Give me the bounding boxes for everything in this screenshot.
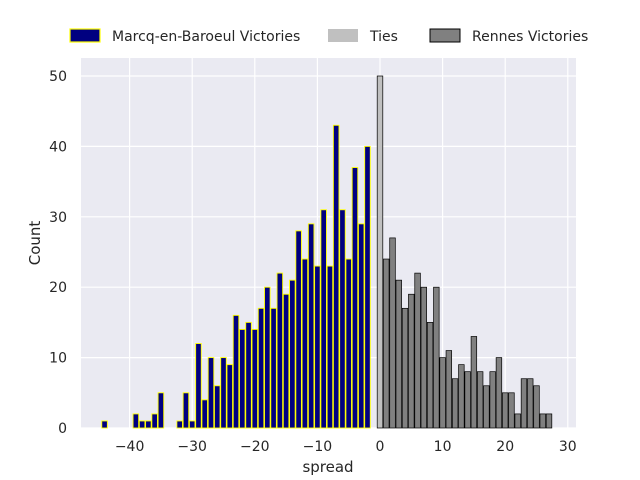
x-axis-label: spread <box>302 458 353 476</box>
bar-rennes-victories <box>470 336 478 429</box>
bar-marcq-en-baroeul-victories <box>301 258 309 429</box>
legend-swatch-marcq <box>69 28 101 43</box>
bar-rennes-victories <box>527 378 534 429</box>
x-tick-label: −20 <box>240 439 270 455</box>
bar-rennes-victories <box>477 371 484 429</box>
legend: Marcq-en-Baroeul Victories Ties Rennes V… <box>69 28 588 45</box>
bars-group <box>101 75 553 429</box>
y-tick-label: 40 <box>49 139 67 155</box>
bar-rennes-victories <box>520 378 528 429</box>
bar-marcq-en-baroeul-victories <box>345 258 352 429</box>
bar-marcq-en-baroeul-victories <box>232 314 240 429</box>
legend-swatch-rennes <box>429 28 461 43</box>
y-tick-label: 30 <box>49 210 67 226</box>
x-tick-label: −10 <box>303 439 333 455</box>
bar-marcq-en-baroeul-victories <box>188 420 196 429</box>
bar-marcq-en-baroeul-victories <box>314 265 321 429</box>
legend-label-ties: Ties <box>369 29 398 45</box>
bar-marcq-en-baroeul-victories <box>320 209 327 429</box>
bar-marcq-en-baroeul-victories <box>270 307 277 429</box>
bar-rennes-victories <box>408 293 415 429</box>
bar-marcq-en-baroeul-victories <box>213 385 221 429</box>
bar-marcq-en-baroeul-victories <box>307 223 315 429</box>
bar-marcq-en-baroeul-victories <box>351 167 359 429</box>
bar-marcq-en-baroeul-victories <box>245 321 252 429</box>
bar-marcq-en-baroeul-victories <box>145 420 152 429</box>
bar-marcq-en-baroeul-victories <box>332 124 340 429</box>
bar-marcq-en-baroeul-victories <box>289 279 296 429</box>
bar-marcq-en-baroeul-victories <box>295 230 302 429</box>
bar-rennes-victories <box>439 357 446 429</box>
x-tick-label: −40 <box>115 439 145 455</box>
legend-swatch-ties <box>328 29 358 42</box>
y-tick-labels: 0 10 20 30 40 50 <box>49 69 67 437</box>
bar-rennes-victories <box>426 322 434 429</box>
bar-rennes-victories <box>451 378 459 429</box>
bar-marcq-en-baroeul-victories <box>326 265 334 429</box>
bar-marcq-en-baroeul-victories <box>101 420 108 429</box>
bar-marcq-en-baroeul-victories <box>239 328 246 429</box>
bar-marcq-en-baroeul-victories <box>226 364 234 429</box>
bar-marcq-en-baroeul-victories <box>157 392 165 429</box>
bar-marcq-en-baroeul-victories <box>276 272 284 429</box>
bar-ties <box>376 75 384 429</box>
bar-rennes-victories <box>489 371 496 429</box>
y-tick-label: 20 <box>49 280 67 296</box>
bar-rennes-victories <box>495 357 503 429</box>
legend-label-marcq: Marcq-en-Baroeul Victories <box>112 29 300 45</box>
bar-rennes-victories <box>389 237 396 429</box>
bar-marcq-en-baroeul-victories <box>251 328 259 429</box>
bar-rennes-victories <box>395 279 402 429</box>
y-axis-label: Count <box>26 221 44 266</box>
bar-rennes-victories <box>514 413 521 429</box>
bar-marcq-en-baroeul-victories <box>132 413 140 429</box>
y-tick-label: 10 <box>49 351 67 367</box>
bar-rennes-victories <box>539 413 546 429</box>
x-tick-label: 20 <box>496 439 514 455</box>
bar-rennes-victories <box>533 385 540 429</box>
bar-rennes-victories <box>401 307 409 429</box>
x-tick-label: 30 <box>559 439 577 455</box>
bar-rennes-victories <box>502 392 509 429</box>
y-tick-label: 0 <box>58 421 67 437</box>
bar-rennes-victories <box>508 392 515 429</box>
bar-rennes-victories <box>483 385 490 429</box>
bar-rennes-victories <box>414 272 421 429</box>
bar-marcq-en-baroeul-victories <box>357 223 365 429</box>
x-tick-label: −30 <box>177 439 207 455</box>
bar-marcq-en-baroeul-victories <box>138 420 146 429</box>
bar-rennes-victories <box>445 350 453 429</box>
bar-marcq-en-baroeul-victories <box>201 399 208 429</box>
bar-marcq-en-baroeul-victories <box>207 357 215 429</box>
bar-marcq-en-baroeul-victories <box>339 209 346 429</box>
bar-marcq-en-baroeul-victories <box>195 343 202 429</box>
bar-marcq-en-baroeul-victories <box>264 286 271 429</box>
x-tick-label: 0 <box>376 439 385 455</box>
legend-label-rennes: Rennes Victories <box>472 29 588 45</box>
bar-rennes-victories <box>458 364 465 429</box>
bar-rennes-victories <box>383 258 390 429</box>
bar-marcq-en-baroeul-victories <box>151 413 158 429</box>
bar-marcq-en-baroeul-victories <box>220 357 227 429</box>
bar-marcq-en-baroeul-victories <box>257 307 265 429</box>
bar-marcq-en-baroeul-victories <box>282 293 290 429</box>
bar-marcq-en-baroeul-victories <box>364 145 371 429</box>
bar-rennes-victories <box>420 286 427 429</box>
bar-rennes-victories <box>433 286 440 429</box>
bar-marcq-en-baroeul-victories <box>182 392 190 429</box>
bar-marcq-en-baroeul-victories <box>176 420 183 429</box>
x-tick-label: 10 <box>434 439 452 455</box>
bar-rennes-victories <box>464 371 471 429</box>
x-tick-labels: −40 −30 −20 −10 0 10 20 30 <box>115 439 577 455</box>
y-tick-label: 50 <box>49 69 67 85</box>
bar-rennes-victories <box>545 413 553 429</box>
